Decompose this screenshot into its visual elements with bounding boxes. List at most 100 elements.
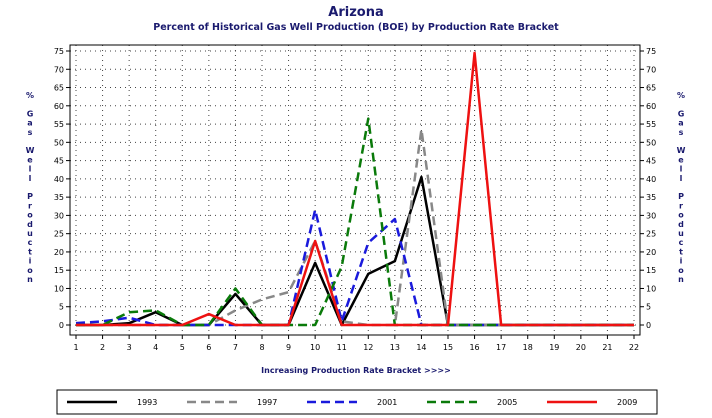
x-tick-label: 3 [127,343,132,352]
y-tick-label-right: 45 [646,157,656,166]
x-tick-label: 7 [233,343,238,352]
y-tick-label-right: 0 [646,321,651,330]
y-axis-label-char: e [27,155,33,164]
x-tick-label: 18 [523,343,533,352]
y-axis-label-char: s [679,128,684,137]
y-axis-label-char: o [678,211,684,220]
x-tick-label: 1 [73,343,78,352]
y-axis-label-char: G [678,109,685,118]
y-tick-label-left: 30 [54,211,64,220]
x-tick-label: 8 [259,343,264,352]
y-axis-label-char: P [678,192,684,201]
x-tick-label: 10 [310,343,320,352]
y-tick-label-left: 5 [59,303,64,312]
y-tick-label-left: 15 [54,266,64,275]
chart-subtitle: Percent of Historical Gas Well Productio… [153,22,559,33]
legend-label-1997: 1997 [257,398,277,407]
grid [70,45,640,335]
y-axis-label-char: t [28,247,32,256]
y-axis-label-char: s [28,128,33,137]
y-tick-label-left: 20 [54,248,64,257]
legend-label-1993: 1993 [137,398,157,407]
y-axis-label-char: W [26,146,35,155]
y-tick-label-right: 75 [646,47,656,56]
y-axis-label-char: % [677,91,685,100]
y-tick-label-left: 55 [54,120,64,129]
y-tick-label-right: 60 [646,102,656,111]
x-axis-ticks: 1 2 3 4 5 6 7 8 9 10 11 12 13 14 15 16 17 18 19 20 21 22 [73,335,639,352]
x-tick-label: 19 [549,343,559,352]
plot-frame [69,44,641,336]
series-line-2005 [76,117,634,327]
legend: 1993 1997 2001 2005 2009 [67,398,637,407]
legend-label-2005: 2005 [497,398,517,407]
series-line-2009 [76,51,634,327]
y-axis-label-char: l [29,174,32,183]
y-tick-label-left: 65 [54,84,64,93]
x-tick-label: 6 [206,343,211,352]
y-axis-label-char: o [678,266,684,275]
x-tick-label: 5 [180,343,185,352]
legend-label-2009: 2009 [617,398,637,407]
y-axis-label-char: u [678,229,684,238]
y-tick-label-right: 30 [646,211,656,220]
y-tick-label-right: 65 [646,84,656,93]
x-tick-label: 14 [416,343,426,352]
series-line-1993 [76,175,634,327]
y-tick-label-right: 20 [646,248,656,257]
y-axis-label-char: o [27,211,33,220]
y-tick-label-left: 10 [54,284,64,293]
y-axis-label-char: a [678,119,683,128]
y-axis-label-char: d [27,220,33,229]
y-axis-label-char: o [27,266,33,275]
y-tick-label-right: 55 [646,120,656,129]
y-tick-label-right: 25 [646,230,656,239]
x-tick-label: 13 [390,343,400,352]
series-line-1997 [76,128,634,327]
x-tick-label: 4 [153,343,158,352]
y-axis-label-char: l [29,165,32,174]
chart-title: Arizona [328,5,383,20]
y-axis-label-char: d [678,220,684,229]
y-axis-label-char: a [27,119,32,128]
y-axis-label-char: t [679,247,683,256]
y-tick-label-right: 35 [646,193,656,202]
y-tick-label-left: 70 [54,65,64,74]
y-axis-label-char: n [678,275,684,284]
y-tick-label-right: 40 [646,175,656,184]
y-tick-label-right: 15 [646,266,656,275]
y-tick-label-right: 5 [646,303,651,312]
y-axis-label-char: i [29,257,32,266]
x-tick-label: 16 [469,343,479,352]
y-tick-label-right: 50 [646,138,656,147]
y-axis-label-char: i [680,257,683,266]
legend-label-2001: 2001 [377,398,397,407]
y-axis-label-char: c [28,238,33,247]
y-tick-label-left: 0 [59,321,64,330]
y-axis-label-char: % [26,91,34,100]
x-tick-label: 22 [629,343,639,352]
series-line-2001 [75,208,634,327]
y-axis-label-char: P [27,192,33,201]
y-tick-label-right: 10 [646,284,656,293]
y-tick-label-left: 40 [54,175,64,184]
y-axis-label-char: l [680,165,683,174]
x-tick-label: 17 [496,343,506,352]
x-axis-label: Increasing Production Rate Bracket >>>> [261,366,451,375]
y-tick-label-left: 25 [54,230,64,239]
y-axis-label-char: W [677,146,686,155]
y-tick-label-left: 50 [54,138,64,147]
x-tick-label: 20 [576,343,586,352]
y-axis-label-char: r [679,201,683,210]
y-tick-label-left: 60 [54,102,64,111]
x-tick-label: 15 [443,343,453,352]
y-axis-label-char: r [28,201,32,210]
y-tick-label-left: 45 [54,157,64,166]
x-tick-label: 21 [602,343,612,352]
series-lines [75,51,634,327]
y-axis-label-char: n [27,275,33,284]
y-axis-label-char: c [679,238,684,247]
